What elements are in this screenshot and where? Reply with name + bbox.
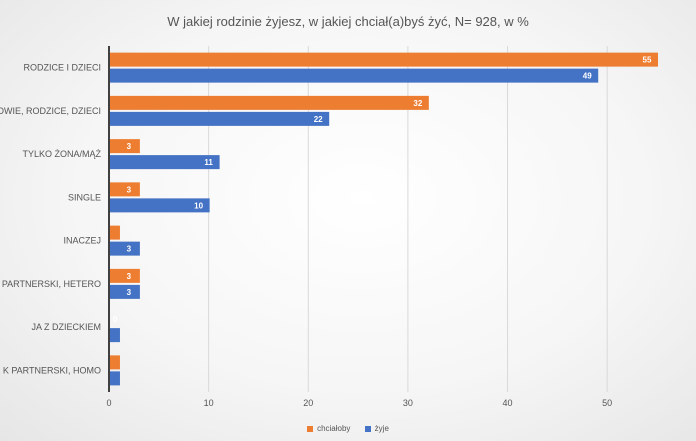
- category-label-1: OWIE, RODZICE, DZIECI: [0, 106, 101, 116]
- category-label-5: PARTNERSKI, HETERO: [2, 279, 101, 289]
- tick-label-x-30: 30: [403, 398, 413, 408]
- legend-swatch-zyje: [365, 426, 371, 432]
- bar-zyje-2: [110, 155, 220, 169]
- category-label-7: K PARTNERSKI, HOMO: [3, 365, 101, 375]
- data-label-chcialoby-3: 3: [127, 185, 132, 194]
- data-label-zyje-5: 3: [127, 288, 132, 297]
- bar-zyje-7: [110, 371, 120, 385]
- bar-chcialoby-3: [110, 182, 140, 196]
- data-label-zyje-0: 49: [583, 72, 592, 81]
- bar-chcialoby-1: [110, 96, 429, 110]
- data-label-chcialoby-2: 3: [127, 142, 132, 151]
- legend-swatch-chcialoby: [307, 426, 313, 432]
- data-label-zyje-2: 11: [204, 158, 213, 167]
- bar-chcialoby-2: [110, 139, 140, 153]
- bar-chcialoby-7: [110, 355, 120, 369]
- data-label-chcialoby-6: 0: [113, 315, 118, 324]
- tick-label-x-20: 20: [303, 398, 313, 408]
- data-label-zyje-3: 10: [194, 201, 203, 210]
- tick-label-x-0: 0: [106, 398, 111, 408]
- category-label-6: JA Z DZIECKIEM: [31, 322, 101, 332]
- legend: chciałoby żyje: [0, 424, 696, 433]
- bar-zyje-5: [110, 285, 140, 299]
- bar-zyje-6: [110, 328, 120, 342]
- tick-label-x-50: 50: [602, 398, 612, 408]
- legend-label-zyje: żyje: [375, 424, 389, 433]
- legend-label-chcialoby: chciałoby: [317, 424, 350, 433]
- bar-chcialoby-4: [110, 226, 120, 240]
- legend-item-zyje: żyje: [365, 424, 389, 433]
- data-label-chcialoby-5: 3: [127, 272, 132, 281]
- category-label-0: RODZICE I DZIECI: [23, 63, 101, 73]
- bar-zyje-0: [110, 69, 598, 83]
- tick-label-x-40: 40: [503, 398, 513, 408]
- category-label-2: TYLKO ŻONA/MĄŻ: [22, 149, 101, 159]
- legend-item-chcialoby: chciałoby: [307, 424, 350, 433]
- category-label-4: INACZEJ: [63, 236, 101, 246]
- category-label-3: SINGLE: [68, 192, 101, 202]
- bar-chcialoby-0: [110, 53, 658, 67]
- data-label-zyje-4: 3: [127, 245, 132, 254]
- tick-label-x-10: 10: [204, 398, 214, 408]
- bar-zyje-1: [110, 112, 329, 126]
- data-label-chcialoby-0: 55: [643, 56, 652, 65]
- data-label-chcialoby-1: 32: [413, 99, 422, 108]
- bar-zyje-4: [110, 242, 140, 256]
- bar-chcialoby-5: [110, 269, 140, 283]
- data-label-zyje-1: 22: [314, 115, 323, 124]
